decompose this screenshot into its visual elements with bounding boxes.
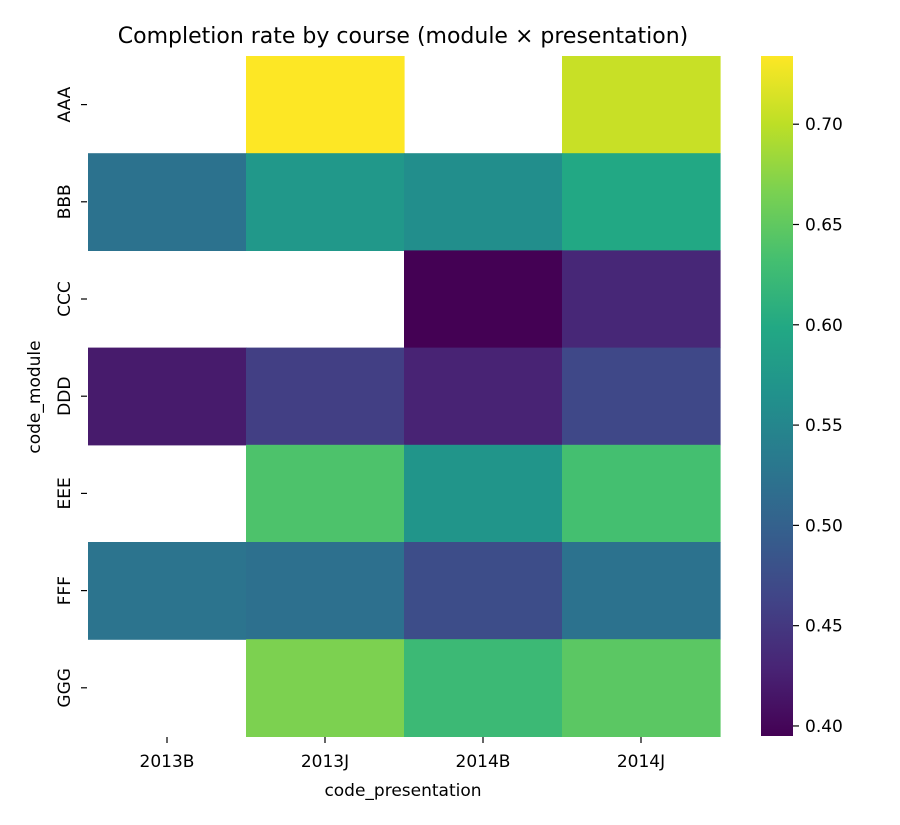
heatmap-cell-bbb-2013j: [246, 153, 405, 251]
heatmap-cell-bbb-2014j: [562, 153, 721, 251]
heatmap-cell-fff-2013j: [246, 542, 405, 640]
heatmap-cell-ddd-2014b: [404, 347, 563, 446]
x-tick-label: 2013B: [140, 752, 195, 772]
heatmap-cell-bbb-2014b: [404, 153, 563, 251]
colorbar-tick-label: 0.50: [805, 516, 843, 536]
heatmap-cell-ggg-2014j: [562, 639, 721, 737]
heatmap-cell-ddd-2013j: [246, 347, 405, 446]
heatmap-cell-bbb-2013b: [88, 153, 247, 251]
heatmap-cell-ccc-2014j: [562, 250, 721, 349]
colorbar-ticks: 0.40 0.45 0.50 0.55 0.60 0.65 0.70: [793, 115, 843, 737]
heatmap-cell-aaa-2013j: [246, 56, 405, 154]
y-tick-label: FFF: [55, 576, 75, 605]
heatmap-cell-eee-2014b: [404, 444, 563, 543]
colorbar-tick-label: 0.65: [805, 215, 843, 235]
heatmap-cell-fff-2014b: [404, 542, 563, 640]
colorbar-tick-label: 0.45: [805, 617, 843, 637]
y-axis-ticks: AAA BBB CCC DDD EEE FFF GGG: [55, 86, 87, 708]
y-tick-label: GGG: [55, 668, 75, 708]
heatmap-cell-ggg-2014b: [404, 639, 563, 737]
heatmap-cell-fff-2014j: [562, 542, 721, 640]
x-axis-ticks: 2013B 2013J 2014B 2014J: [140, 737, 665, 772]
x-tick-label: 2013J: [301, 752, 349, 772]
y-tick-label: DDD: [55, 377, 75, 416]
heatmap-cell-fff-2013b: [88, 542, 247, 640]
y-tick-label: AAA: [55, 86, 75, 122]
heatmap-cell-ggg-2013j: [246, 639, 405, 737]
heatmap-cell-aaa-2014j: [562, 56, 721, 154]
heatmap-cell-eee-2013j: [246, 444, 405, 543]
heatmap-cell-ccc-2014b: [404, 250, 563, 349]
y-tick-label: BBB: [55, 184, 75, 219]
x-axis-label: code_presentation: [324, 781, 481, 801]
colorbar-tick-label: 0.60: [805, 316, 843, 336]
heatmap-cells: [88, 56, 721, 737]
heatmap-cell-eee-2014j: [562, 444, 721, 543]
y-tick-label: EEE: [55, 477, 75, 509]
colorbar: [761, 56, 793, 736]
colorbar-tick-label: 0.55: [805, 416, 843, 436]
heatmap-cell-ddd-2013b: [88, 347, 247, 446]
colorbar-tick-label: 0.70: [805, 115, 843, 135]
y-axis-label: code_module: [25, 340, 45, 453]
heatmap-cell-ddd-2014j: [562, 347, 721, 446]
y-tick-label: CCC: [55, 281, 75, 317]
x-tick-label: 2014J: [617, 752, 665, 772]
chart-title: Completion rate by course (module × pres…: [118, 24, 688, 49]
colorbar-tick-label: 0.40: [805, 717, 843, 737]
x-tick-label: 2014B: [456, 752, 511, 772]
